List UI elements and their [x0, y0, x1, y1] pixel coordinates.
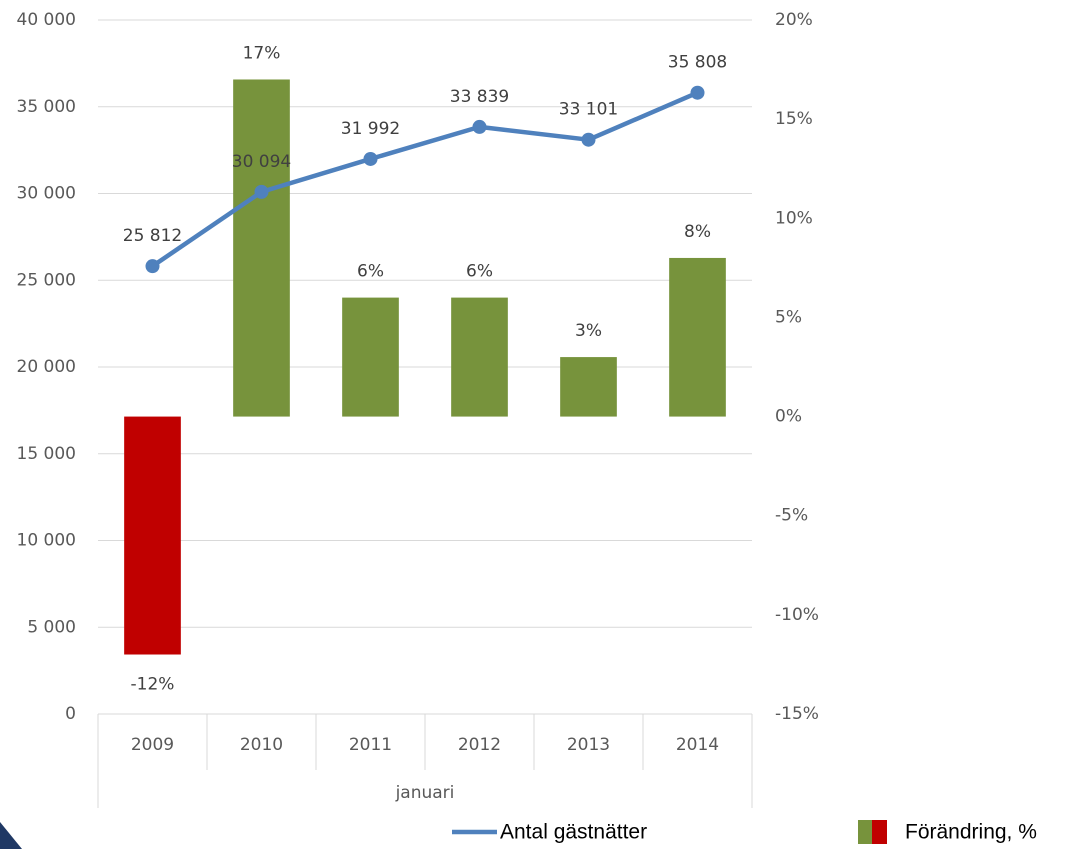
- legend-swatch: [858, 820, 872, 844]
- y2-tick-label: -15%: [775, 704, 819, 724]
- legend-label: Förändring, %: [905, 821, 1037, 844]
- x-tick-label: 2011: [349, 735, 392, 755]
- bar-label: 6%: [357, 262, 384, 282]
- line-marker: [581, 132, 596, 147]
- y2-tick-label: 20%: [775, 10, 813, 30]
- line-label: 30 094: [232, 152, 291, 172]
- y2-tick-label: 0%: [775, 407, 802, 427]
- x-tick-label: 2010: [240, 735, 283, 755]
- x-axis-label: januari: [395, 783, 455, 803]
- bar-label: 8%: [684, 222, 711, 242]
- y-tick-label: 15 000: [17, 444, 76, 464]
- line-label: 33 839: [450, 87, 509, 107]
- line-label: 33 101: [559, 100, 618, 120]
- x-tick-label: 2013: [567, 735, 610, 755]
- y2-tick-label: 15%: [775, 109, 813, 129]
- y2-tick-label: -5%: [775, 506, 808, 526]
- line-marker: [363, 151, 378, 166]
- bar: [233, 79, 290, 417]
- line-marker: [254, 184, 269, 199]
- bar-label: -12%: [131, 675, 175, 695]
- bar-label: 17%: [243, 43, 281, 63]
- y2-tick-label: 5%: [775, 307, 802, 327]
- legend-swatch: [872, 820, 887, 844]
- line-label: 25 812: [123, 226, 182, 246]
- bar-label: 3%: [575, 321, 602, 341]
- y-tick-label: 40 000: [17, 10, 76, 30]
- line-marker: [472, 119, 487, 134]
- y-tick-label: 5 000: [27, 617, 76, 637]
- y2-tick-label: -10%: [775, 605, 819, 625]
- bar: [342, 297, 399, 417]
- bar: [124, 416, 181, 655]
- x-tick-label: 2009: [131, 735, 174, 755]
- line-marker: [145, 259, 160, 274]
- y2-tick-label: 10%: [775, 208, 813, 228]
- y-tick-label: 0: [65, 704, 76, 724]
- bar: [669, 257, 726, 417]
- bar: [451, 297, 508, 417]
- x-tick-label: 2012: [458, 735, 501, 755]
- y-tick-label: 10 000: [17, 531, 76, 551]
- x-tick-label: 2014: [676, 735, 719, 755]
- line-label: 35 808: [668, 53, 727, 73]
- bar: [560, 357, 617, 417]
- y-tick-label: 20 000: [17, 357, 76, 377]
- line-label: 31 992: [341, 119, 400, 139]
- bar-label: 6%: [466, 262, 493, 282]
- y-tick-label: 25 000: [17, 270, 76, 290]
- line-marker: [690, 85, 705, 100]
- y-tick-label: 35 000: [17, 97, 76, 117]
- decoration: [0, 822, 22, 849]
- y-tick-label: 30 000: [17, 184, 76, 204]
- line: [151, 90, 699, 269]
- legend-label: Antal gästnätter: [500, 821, 647, 844]
